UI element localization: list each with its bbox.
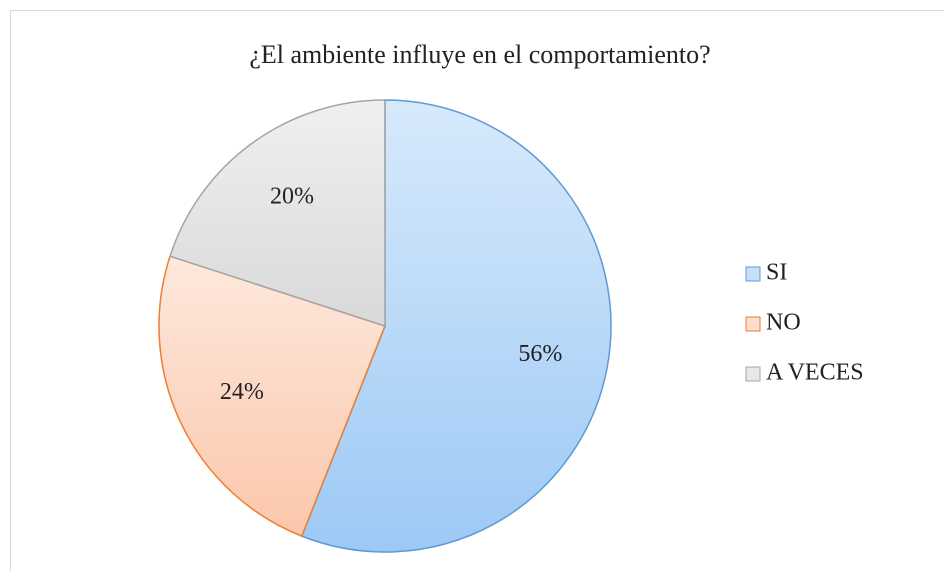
- pie-slice: [300, 99, 612, 553]
- data-label: 24%: [220, 379, 264, 405]
- legend-label: NO: [766, 310, 801, 336]
- legend-label: A VECES: [766, 360, 864, 386]
- legend-swatch: [745, 316, 761, 332]
- legend-swatch: [745, 266, 761, 282]
- legend-swatch: [745, 366, 761, 382]
- pie-slice: [169, 99, 386, 328]
- data-label: 20%: [270, 184, 314, 210]
- pie-slice: [158, 255, 386, 538]
- chart-title: ¿El ambiente influye en el comportamient…: [249, 40, 710, 69]
- legend-label: SI: [766, 260, 787, 286]
- data-label: 56%: [518, 341, 562, 367]
